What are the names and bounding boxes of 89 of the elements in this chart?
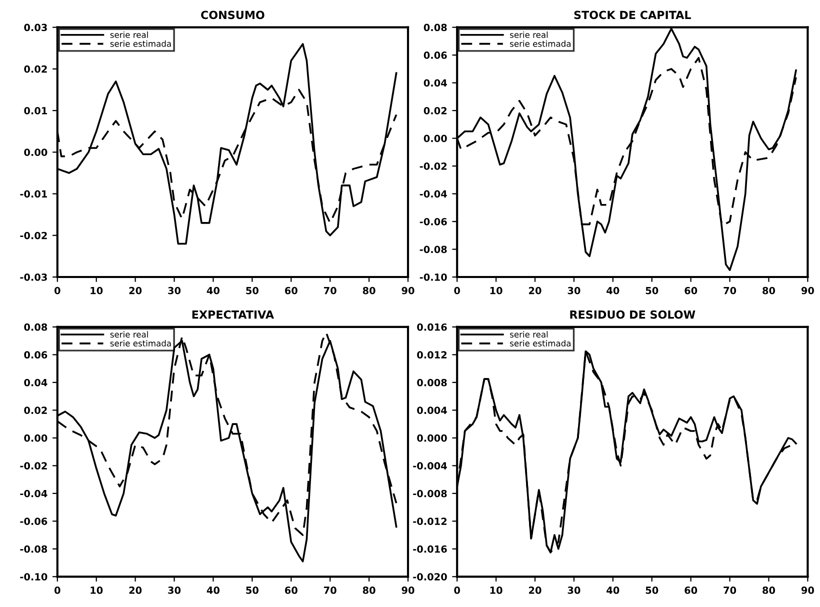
y-tick-label: 0.02 [424, 107, 447, 114]
x-tick-label: 20 [129, 286, 142, 294]
chart-title: EXPECTATIVA [192, 310, 274, 319]
y-tick-label: -0.10 [20, 573, 48, 580]
x-tick-label: 10 [90, 586, 103, 594]
y-tick-label: 0.06 [24, 351, 48, 359]
y-tick-label: -0.012 [413, 518, 447, 525]
y-tick-label: 0.03 [24, 24, 47, 32]
legend-label: serie real [510, 31, 548, 38]
x-tick-label: 30 [568, 286, 580, 294]
x-tick-label: 20 [529, 586, 542, 594]
x-tick-label: 70 [724, 286, 736, 294]
y-tick-label: 0.00 [24, 148, 48, 156]
y-tick-label: -0.02 [20, 462, 47, 470]
y-tick-label: 0.02 [24, 406, 47, 414]
x-tick-label: 90 [801, 586, 814, 594]
x-tick-label: 40 [206, 586, 220, 594]
y-tick-label: 0.008 [417, 378, 447, 386]
x-tick-label: 80 [762, 586, 776, 594]
x-tick-label: 60 [284, 586, 298, 594]
y-tick-label: -0.020 [413, 573, 447, 580]
x-tick-label: 60 [684, 586, 698, 594]
legend-label: serie real [110, 331, 148, 338]
x-tick-label: 10 [490, 286, 502, 294]
x-tick-label: 60 [684, 286, 698, 294]
y-tick-label: 0.08 [24, 323, 48, 331]
y-tick-label: 0.00 [24, 434, 48, 442]
y-tick-label: -0.03 [20, 273, 47, 281]
y-tick-label: 0.06 [424, 52, 447, 59]
chart-title: STOCK DE CAPITAL [574, 10, 691, 20]
x-tick-label: 90 [402, 286, 414, 294]
y-tick-label: -0.04 [20, 490, 48, 498]
x-tick-label: 80 [362, 586, 376, 594]
x-tick-label: 90 [801, 286, 814, 294]
y-tick-label: -0.02 [20, 232, 47, 240]
y-tick-label: -0.08 [20, 545, 48, 553]
x-tick-label: 80 [762, 286, 776, 294]
y-tick-label: 0.04 [24, 378, 48, 386]
y-tick-label: -0.008 [413, 490, 447, 498]
y-tick-label: -0.016 [413, 545, 447, 553]
x-tick-label: 10 [490, 586, 502, 594]
x-tick-label: 70 [324, 586, 336, 594]
y-tick-label: 0.000 [417, 434, 447, 442]
x-tick-label: 50 [246, 586, 258, 594]
y-tick-label: -0.004 [413, 462, 447, 470]
x-tick-label: 80 [362, 286, 376, 294]
x-tick-label: 0 [454, 586, 460, 594]
x-tick-label: 10 [90, 286, 103, 294]
x-tick-label: 30 [168, 286, 181, 294]
x-tick-label: 0 [454, 286, 460, 294]
x-tick-label: 0 [54, 586, 60, 594]
y-tick-label: 0.01 [24, 107, 48, 114]
x-tick-label: 50 [246, 286, 258, 294]
y-tick-label: -0.06 [20, 518, 48, 525]
chart-title: RESIDUO DE SOLOW [570, 310, 696, 319]
y-tick-label: 0.02 [24, 65, 47, 73]
y-tick-label: 0.08 [424, 24, 447, 32]
legend-label: serie estimada [110, 340, 171, 346]
chart-title: CONSUMO [201, 10, 264, 20]
y-tick-label: -0.01 [20, 190, 48, 198]
legend-label: serie estimada [110, 40, 171, 47]
y-tick-label: -0.10 [420, 273, 447, 281]
x-tick-label: 40 [206, 286, 220, 294]
x-tick-label: 50 [646, 586, 658, 594]
x-tick-label: 70 [324, 286, 336, 294]
y-tick-label: -0.06 [420, 218, 447, 226]
x-tick-label: 0 [54, 286, 60, 294]
y-tick-label: 0.012 [417, 351, 447, 359]
legend-label: serie estimada [510, 340, 570, 346]
y-tick-label: -0.02 [420, 162, 447, 170]
y-tick-label: 0.04 [424, 79, 447, 87]
x-tick-label: 30 [568, 586, 580, 594]
x-tick-label: 20 [529, 286, 542, 294]
x-tick-label: 90 [402, 586, 414, 594]
y-tick-label: -0.04 [420, 190, 447, 198]
y-tick-label: 0.00 [424, 134, 447, 142]
x-tick-label: 40 [606, 286, 620, 294]
x-tick-label: 70 [724, 586, 736, 594]
x-tick-label: 50 [646, 286, 658, 294]
x-tick-label: 30 [168, 586, 181, 594]
x-tick-label: 20 [129, 586, 142, 594]
legend-label: serie real [110, 31, 148, 38]
x-tick-label: 60 [284, 286, 298, 294]
y-tick-label: -0.08 [420, 246, 447, 254]
legend-label: serie estimada [510, 40, 570, 47]
x-tick-label: 40 [606, 586, 620, 594]
legend-label: serie real [510, 331, 548, 338]
y-tick-label: 0.016 [417, 323, 447, 331]
y-tick-label: 0.004 [417, 406, 447, 414]
